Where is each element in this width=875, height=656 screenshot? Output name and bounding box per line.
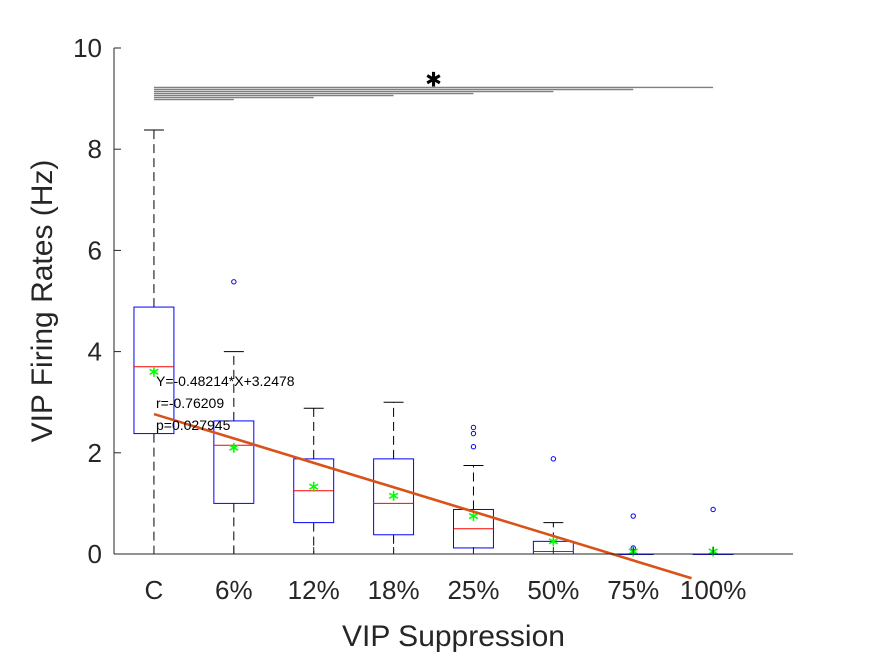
regression-label: p=0.027945 bbox=[156, 417, 231, 433]
outlier-point bbox=[470, 444, 477, 450]
boxes-layer bbox=[133, 129, 734, 557]
box-group bbox=[213, 279, 255, 555]
axes-layer: 0 2 4 6 8 10 C 6% 12% 18% 25% 50% 75% 100% bbox=[73, 33, 793, 605]
outlier-point bbox=[550, 456, 557, 462]
mean-marker-stroke bbox=[468, 512, 479, 520]
mean-marker-stroke bbox=[308, 483, 319, 490]
x-tick-label: 12% bbox=[288, 575, 340, 605]
y-tick-label: 10 bbox=[73, 33, 102, 63]
box-group bbox=[293, 407, 335, 555]
significance-bars: ✱ bbox=[153, 67, 714, 101]
y-tick-label: 6 bbox=[88, 235, 102, 265]
x-tick-label: 18% bbox=[368, 575, 420, 605]
box-group bbox=[453, 424, 494, 555]
regression-label: r=-0.76209 bbox=[156, 395, 224, 411]
outlier-point bbox=[630, 513, 636, 519]
x-tick-label: 100% bbox=[680, 575, 747, 605]
significance-star: ✱ bbox=[425, 67, 442, 91]
outlier-point bbox=[470, 430, 477, 437]
mean-marker bbox=[388, 490, 399, 501]
y-tick-label: 0 bbox=[88, 539, 102, 569]
y-axis-title: VIP Firing Rates (Hz) bbox=[26, 160, 59, 443]
outlier-point bbox=[470, 424, 477, 431]
x-tick-label: 6% bbox=[215, 575, 253, 605]
box-iqr bbox=[213, 420, 255, 504]
box-iqr bbox=[373, 458, 415, 536]
x-tick-label: 50% bbox=[527, 575, 579, 605]
y-tick-label: 2 bbox=[88, 438, 102, 468]
regression-annotation: Y=-0.48214*X+3.2478 r=-0.76209 p=0.027945 bbox=[156, 373, 295, 433]
mean-marker-stroke bbox=[388, 492, 399, 500]
mean-marker-stroke bbox=[149, 368, 159, 376]
mean-marker bbox=[149, 366, 159, 377]
mean-marker bbox=[308, 481, 319, 492]
outlier-point bbox=[710, 506, 716, 513]
mean-marker-stroke bbox=[229, 444, 239, 451]
x-tick-label: 75% bbox=[607, 575, 659, 605]
mean-marker bbox=[229, 442, 239, 453]
mean-marker-stroke bbox=[548, 538, 559, 545]
y-tick-label: 4 bbox=[88, 337, 102, 367]
box-group bbox=[373, 401, 415, 555]
x-axis-title: VIP Suppression bbox=[342, 620, 565, 653]
mean-marker bbox=[548, 536, 559, 547]
regression-line bbox=[153, 412, 692, 580]
outlier-point bbox=[231, 279, 237, 285]
x-tick-label: C bbox=[145, 575, 164, 605]
regression-layer bbox=[153, 412, 692, 580]
y-tick-label: 8 bbox=[88, 134, 102, 164]
box-group bbox=[133, 129, 175, 555]
regression-label: Y=-0.48214*X+3.2478 bbox=[156, 373, 295, 389]
x-tick-label: 25% bbox=[447, 575, 499, 605]
box-iqr bbox=[133, 306, 175, 435]
